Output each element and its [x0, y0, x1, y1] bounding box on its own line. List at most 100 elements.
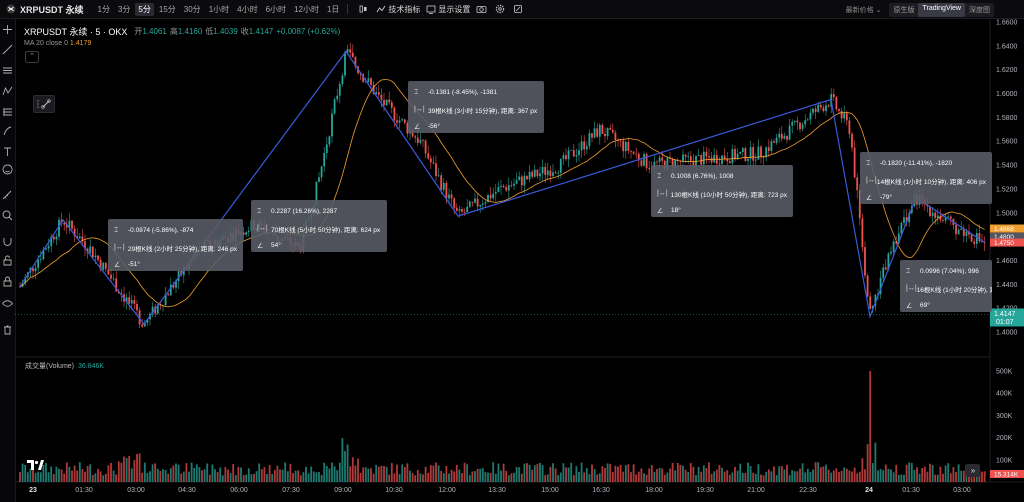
tool-crosshair[interactable] [0, 20, 15, 38]
tool-emoji[interactable] [0, 160, 15, 178]
volume-bar [346, 444, 349, 482]
tool-lock-drawing[interactable] [0, 251, 15, 269]
candle-body [728, 161, 731, 164]
volume-bar [99, 471, 102, 482]
volume-bar [115, 474, 118, 482]
candle-body [344, 52, 346, 76]
candle-body [440, 175, 443, 190]
view-tab-0[interactable]: 原生版 [893, 7, 915, 14]
candle-body [437, 175, 440, 177]
volume-bar [120, 462, 123, 482]
timeframe-7[interactable]: 6小时 [265, 4, 287, 14]
candle-type-icon[interactable] [358, 4, 368, 14]
candle-body [242, 232, 245, 235]
candle-body [622, 140, 625, 152]
volume-bar [645, 474, 648, 482]
volume-bar [445, 465, 448, 482]
timeframe-5[interactable]: 1小时 [208, 4, 230, 14]
candle-body [793, 120, 796, 122]
tool-ruler[interactable] [0, 186, 15, 204]
view-tab-2[interactable]: 深度图 [969, 7, 990, 14]
candle-body [552, 172, 554, 176]
volume-bar [448, 473, 450, 482]
tool-magnet[interactable] [0, 232, 15, 250]
measure-box[interactable]: ⌶ -0.1381 (-8.45%), -1381 |↔| 39根K线 (3小时 15… [408, 81, 544, 133]
symbol-selector[interactable]: XRPUSDT 永续 [0, 0, 90, 18]
candle-body [505, 187, 508, 191]
tool-trendline[interactable] [0, 40, 15, 58]
candle-body [565, 155, 567, 160]
volume-bar [515, 466, 518, 482]
tool-text[interactable] [0, 142, 15, 160]
candle-body [744, 148, 747, 161]
floating-tool-widget[interactable] [33, 95, 55, 113]
candle-body [666, 157, 669, 170]
candle-body [102, 262, 105, 270]
measure-price-change: 0.2287 (16.26%), 2287 [271, 208, 338, 215]
volume-bar [926, 471, 929, 482]
volume-bar [50, 466, 53, 482]
timeframe-2[interactable]: 5分 [135, 2, 154, 16]
display-settings-button[interactable]: 显示设置 [426, 4, 470, 15]
tool-pattern[interactable] [0, 82, 15, 100]
candle-body [580, 141, 583, 151]
timeframe-4[interactable]: 30分 [183, 4, 201, 14]
price-tick-label: 1.6200 [996, 67, 1018, 74]
symbol-name: XRPUSDT 永续 [20, 4, 84, 15]
timeframe-3[interactable]: 15分 [158, 4, 176, 14]
candle-body [110, 274, 112, 279]
tool-horizontal-lines[interactable] [0, 61, 15, 79]
volume-bar [151, 464, 154, 482]
volume-bar [578, 471, 580, 482]
scroll-to-realtime-button[interactable]: » [966, 464, 980, 477]
candle-body [630, 151, 632, 152]
candle-body [89, 246, 92, 253]
measure-box[interactable]: ⌶ 0.0996 (7.04%), 996 |↔| 16根K线 (1小时 20分钟),… [900, 260, 992, 312]
candle-body [778, 133, 781, 138]
tool-visibility[interactable] [0, 294, 15, 312]
camera-icon[interactable] [476, 4, 487, 14]
tool-lock[interactable] [0, 272, 15, 290]
indicators-button[interactable]: 技术指标 [376, 4, 420, 15]
timeframe-0[interactable]: 1分 [97, 4, 110, 14]
open-value: 1.4061 [142, 27, 167, 36]
latest-price-dropdown[interactable]: 最新价格 ⌄ [845, 7, 882, 14]
volume-bar [164, 469, 167, 482]
volume-bar [684, 469, 687, 482]
candle-body [851, 133, 853, 148]
timeframe-6[interactable]: 4小时 [237, 4, 258, 14]
timeframe-9[interactable]: 1日 [326, 4, 340, 14]
volume-bar [453, 471, 456, 482]
tool-brush[interactable] [0, 122, 15, 140]
volume-bar [718, 465, 721, 482]
candle-body [640, 160, 643, 166]
candle-body [528, 171, 531, 180]
time-tick-label: 01:30 [902, 487, 920, 494]
timeframe-8[interactable]: 12小时 [294, 4, 319, 14]
view-tab-1[interactable]: TradingView [918, 3, 965, 17]
tool-zoom[interactable] [0, 206, 15, 224]
volume-bar [653, 472, 656, 482]
timeframe-1[interactable]: 3分 [117, 4, 131, 14]
measure-box[interactable]: ⌶ -0.0874 (-5.86%), -874 |↔| 29根K线 (2小时 25分… [108, 219, 243, 271]
measure-box[interactable]: ⌶ -0.1820 (-11.41%), -1820 |↔| 14根K线 (1小时 1… [860, 152, 992, 204]
legend-collapse-button[interactable]: ⌃ [25, 51, 39, 63]
measure-box[interactable]: ⌶ 0.2287 (16.26%), 2287 |↔| 70根K线 (5小时 50分钟… [251, 200, 387, 252]
volume-bar [552, 463, 554, 482]
zigzag-line[interactable] [19, 50, 986, 326]
gear-icon[interactable] [495, 4, 505, 14]
time-tick-label: 19:30 [696, 487, 714, 494]
candle-body [762, 156, 765, 158]
candle-body [635, 153, 638, 155]
volume-bar [133, 460, 136, 482]
price-range-icon: ⌶ [866, 159, 871, 167]
measure-box[interactable]: ⌶ 0.1008 (6.76%), 1008 |↔| 130根K线 (10小时 50分… [651, 165, 793, 217]
volume-bar [198, 467, 201, 482]
volume-value: 36.846K [78, 363, 105, 370]
volume-bar [437, 465, 440, 482]
candle-body [752, 147, 755, 161]
tool-trash[interactable] [0, 320, 15, 338]
fullscreen-icon[interactable] [513, 4, 523, 14]
tool-fib[interactable] [0, 103, 15, 121]
volume-bar [320, 474, 323, 482]
